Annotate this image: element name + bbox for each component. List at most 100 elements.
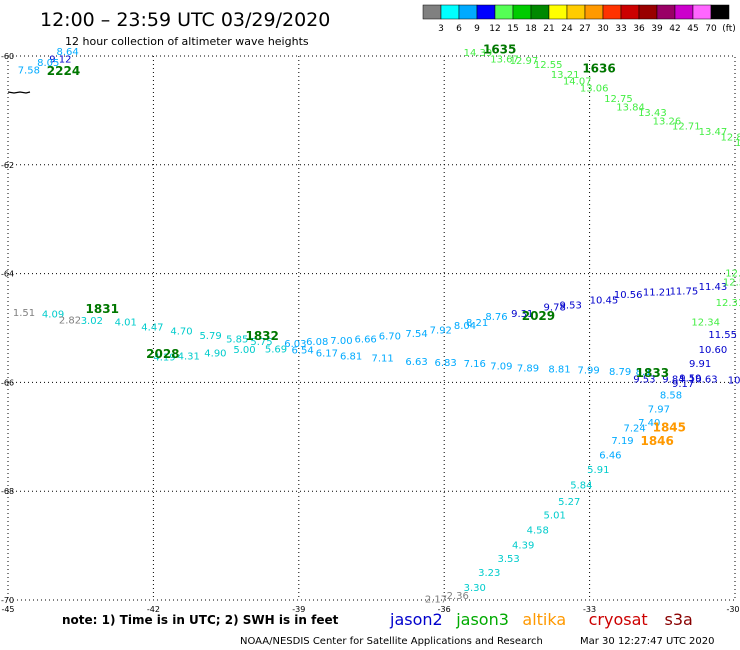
wave-height-label: 12.31 xyxy=(716,298,740,309)
wave-height-label: 13.21 xyxy=(551,70,580,81)
scale-label: 18 xyxy=(525,24,537,34)
wave-height-label: 12.71 xyxy=(672,121,701,132)
y-tick-label: -68 xyxy=(1,487,14,496)
wave-height-label: 13.26 xyxy=(653,117,682,128)
y-tick-label: -60 xyxy=(1,52,14,61)
wave-height-label: 6.54 xyxy=(292,346,314,357)
scale-label: 70 xyxy=(705,24,717,34)
pass-time-label: 1846 xyxy=(640,434,673,448)
pass-time-label: 2224 xyxy=(47,64,80,78)
wave-height-label: 7.97 xyxy=(648,404,670,415)
scale-swatch xyxy=(422,4,442,20)
wave-height-label: 4.58 xyxy=(527,526,549,537)
wave-height-label: 8.64 xyxy=(56,47,78,58)
wave-height-label: 3.53 xyxy=(498,554,520,565)
wave-height-label: 13.47 xyxy=(699,127,728,138)
scale-swatch xyxy=(620,4,640,20)
scale-swatch xyxy=(584,4,604,20)
wave-height-label: 7.99 xyxy=(577,366,599,377)
wave-height-label: 8.05 xyxy=(37,58,59,69)
wave-height-label: 2.82 xyxy=(59,316,81,327)
wave-height-label: 7.89 xyxy=(517,364,539,375)
scale-swatch xyxy=(476,4,496,20)
satellite-cryosat: cryosat xyxy=(589,610,648,629)
wave-height-label: 5.69 xyxy=(265,344,287,355)
scale-label: (ft) xyxy=(722,24,736,34)
wave-height-label: 10.63 xyxy=(689,374,718,385)
pass-time-label: 1845 xyxy=(653,420,686,434)
y-tick-label: -62 xyxy=(1,161,14,170)
scale-label: 27 xyxy=(579,24,590,34)
wave-height-label: 12.97 xyxy=(510,56,539,67)
wave-height-label: 7.54 xyxy=(405,329,427,340)
wave-height-label: 6.70 xyxy=(379,331,401,342)
wave-height-label: 12.75 xyxy=(604,94,633,105)
scale-swatch xyxy=(494,4,514,20)
scale-label: 9 xyxy=(474,24,480,34)
pass-time-label: 1832 xyxy=(245,329,278,343)
wave-height-label: 8.76 xyxy=(485,312,507,323)
wave-height-label: 7.40 xyxy=(638,418,660,429)
wave-height-label: 7.09 xyxy=(490,361,512,372)
wave-height-label: 11.55 xyxy=(708,330,737,341)
wave-height-label: 7.00 xyxy=(330,336,352,347)
wave-height-label: 10.56 xyxy=(614,290,643,301)
wave-height-label: 13.69 xyxy=(735,138,740,149)
wave-height-label: 12.55 xyxy=(534,60,563,71)
satellite-jason3: jason3 xyxy=(455,610,509,629)
pass-time-label: 2028 xyxy=(146,347,179,361)
wave-height-label: 10.66 xyxy=(728,375,740,386)
wave-height-label: 9.31 xyxy=(511,309,533,320)
wave-height-label: 3.30 xyxy=(464,583,486,594)
wave-height-label: 10.45 xyxy=(590,296,619,307)
scale-label: 12 xyxy=(489,24,500,34)
wave-height-label: 4.90 xyxy=(204,348,226,359)
wave-height-label: 4.31 xyxy=(178,352,200,363)
chart-title: 12:00 – 23:59 UTC 03/29/2020 xyxy=(40,9,330,31)
wave-height-label: 13.84 xyxy=(616,102,645,113)
wave-height-label: 2.17 xyxy=(425,595,447,606)
scale-label: 15 xyxy=(507,24,518,34)
satellite-legend: jason2 jason3 altika cryosat s3a xyxy=(389,610,693,629)
wave-height-label: 7.16 xyxy=(464,359,486,370)
scale-swatch xyxy=(548,4,568,20)
wave-height-label: 12.81 xyxy=(720,132,740,143)
wave-height-label: 5.27 xyxy=(558,497,580,508)
scale-swatch xyxy=(440,4,460,20)
credit-text: NOAA/NESDIS Center for Satellite Applica… xyxy=(240,636,543,647)
coastline-fragment xyxy=(7,91,31,94)
wave-height-label: 4.19 xyxy=(153,353,175,364)
wave-height-label: 7.58 xyxy=(18,65,40,76)
wave-height-label: 5.00 xyxy=(233,345,255,356)
wave-height-label: 9.17 xyxy=(672,379,694,390)
wave-height-label: 9.59 xyxy=(679,373,701,384)
wave-height-label: 8.1 xyxy=(636,367,652,378)
wave-height-label: 7.11 xyxy=(372,354,394,365)
wave-height-label: 5.84 xyxy=(570,480,592,491)
scale-swatch xyxy=(710,4,730,20)
scale-swatch xyxy=(638,4,658,20)
x-tick-label: -45 xyxy=(1,605,14,614)
wave-height-label: 9.53 xyxy=(560,300,582,311)
wave-height-label: 13.43 xyxy=(638,108,667,119)
wave-height-label: 6.03 xyxy=(284,339,306,350)
scale-swatch xyxy=(512,4,532,20)
pass-time-label: 1636 xyxy=(582,61,615,75)
chart-subtitle: 12 hour collection of altimeter wave hei… xyxy=(65,35,309,48)
y-tick-label: -66 xyxy=(1,378,14,387)
wave-height-label: 8.58 xyxy=(660,391,682,402)
pass-time-label: 1635 xyxy=(483,42,516,56)
y-tick-label: -70 xyxy=(1,596,14,605)
scale-label: 24 xyxy=(561,24,573,34)
wave-height-label: 8.81 xyxy=(548,365,570,376)
wave-height-label: 4.09 xyxy=(42,310,64,321)
wave-height-label: 11.75 xyxy=(670,286,699,297)
wave-height-label: 5.79 xyxy=(199,331,221,342)
wave-height-label: 6.46 xyxy=(599,451,621,462)
wave-height-label: 9.12 xyxy=(49,55,71,66)
wave-height-label: 5.85 xyxy=(226,335,248,346)
scale-swatch xyxy=(458,4,478,20)
wave-height-label: 8.79 xyxy=(609,367,631,378)
scale-label: 3 xyxy=(438,24,444,34)
